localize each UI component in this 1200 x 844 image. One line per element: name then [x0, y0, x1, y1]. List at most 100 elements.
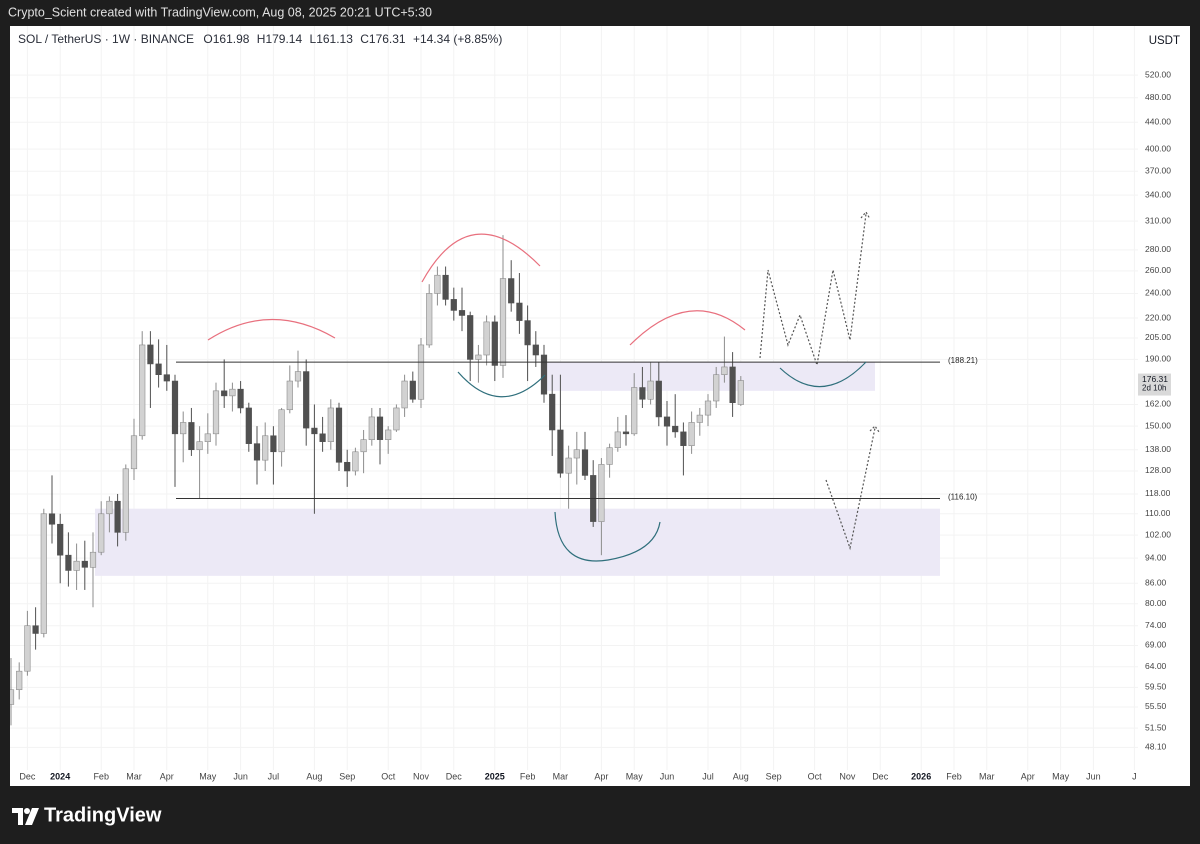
x-tick-label: Aug [306, 771, 322, 781]
candle-body [508, 278, 515, 304]
candle-body [647, 380, 654, 400]
y-tick-label: 150.00 [1145, 420, 1171, 430]
x-tick-label: Feb [946, 771, 962, 781]
candle-body [598, 464, 605, 522]
grid [10, 26, 1138, 770]
candle-body [672, 425, 679, 433]
zone [95, 508, 940, 576]
brand-logo [12, 808, 39, 825]
candle-body [98, 513, 105, 553]
annotations [207, 210, 880, 562]
candle-body [458, 310, 466, 316]
y-tick-label: 220.00 [1145, 312, 1171, 322]
x-tick-label: J [1132, 771, 1137, 781]
y-tick-label: 260.00 [1145, 265, 1171, 275]
candle-body [114, 500, 121, 533]
arc [207, 318, 336, 341]
candle-body [81, 560, 88, 568]
y-tick-label: 205.00 [1145, 332, 1171, 342]
y-tick-label: 102.00 [1145, 529, 1171, 539]
x-tick-label: Mar [979, 771, 995, 781]
y-tick-label: 74.00 [1145, 620, 1167, 630]
symbol-line: SOL / TetherUS · 1W · BINANCE O161.98 H1… [18, 32, 502, 46]
x-tick-label: Apr [594, 771, 608, 781]
symbol: SOL / TetherUS · 1W · BINANCE [18, 32, 194, 46]
candle-body [171, 380, 179, 435]
x-tick-label: Oct [381, 771, 396, 781]
chart-area [10, 26, 1190, 786]
candle-body [57, 523, 64, 556]
candle-body [393, 407, 400, 431]
attribution: Crypto_Scient created with TradingView.c… [8, 5, 432, 19]
candles [10, 235, 744, 726]
candle-body [622, 431, 630, 435]
x-tick-label: Sep [339, 771, 355, 781]
candle-body [688, 422, 695, 446]
x-tick-label: 2024 [50, 771, 70, 781]
candle-body [467, 315, 474, 360]
x-tick-label: Nov [413, 771, 430, 781]
candle-body [122, 468, 129, 533]
candle-body [614, 431, 621, 448]
price-tag [1138, 373, 1171, 396]
candle-body [729, 366, 736, 404]
candle-body [631, 387, 638, 435]
candle-body [352, 451, 359, 472]
ohlc-label: O [203, 32, 212, 46]
candle-body [426, 293, 433, 346]
candle-body [475, 354, 482, 360]
candle-body [139, 344, 146, 437]
ohlc-label: H [257, 32, 266, 46]
y-tick-label: 190.00 [1145, 354, 1171, 364]
logo-mark [24, 808, 30, 814]
candle-body [32, 625, 39, 634]
candle-body [417, 344, 425, 400]
candle-body [73, 560, 80, 571]
y-tick-label: 59.50 [1145, 682, 1167, 692]
candle-body [434, 274, 441, 294]
candle-body [524, 320, 531, 346]
x-tick-label: Dec [446, 771, 463, 781]
y-tick-label: 64.00 [1145, 661, 1167, 671]
candle-body [376, 416, 384, 440]
candle-body [221, 390, 228, 397]
arc [779, 361, 867, 388]
x-tick-label: Jun [1086, 771, 1101, 781]
ohlc-label: C [360, 32, 369, 46]
high-value: 179.14 [265, 32, 302, 46]
projection-path [825, 427, 876, 551]
y-tick-label: 94.00 [1145, 552, 1167, 562]
y-tick-label: 240.00 [1145, 288, 1171, 298]
arc [421, 233, 541, 283]
x-tick-label: Apr [160, 771, 174, 781]
candle-body [278, 409, 285, 453]
x-tick-label: May [1052, 771, 1070, 781]
x-tick-label: Jul [702, 771, 714, 781]
candle-body [573, 449, 580, 459]
candle-body [401, 380, 408, 409]
overlays: 520.00 480.00 440.00 400.00 370.00 340.00 310.… [19, 69, 1171, 781]
candle-body [499, 278, 507, 366]
x-tick-label: Jul [268, 771, 280, 781]
x-tick-label: Mar [553, 771, 569, 781]
logo-mark [25, 808, 39, 825]
candle-body [639, 387, 646, 400]
candle-body [65, 554, 72, 571]
candle-body [24, 625, 31, 672]
logo-mark [12, 808, 23, 825]
candle-body [130, 435, 138, 470]
y-tick-label: 128.00 [1145, 465, 1171, 475]
candle-body [155, 363, 162, 375]
candle-body [385, 429, 392, 440]
arc [457, 371, 546, 398]
candle-body [713, 374, 720, 402]
candle-body [319, 433, 326, 442]
arrow-head [860, 210, 871, 220]
y-tick-label: 80.00 [1145, 598, 1167, 608]
candle-body [565, 457, 572, 474]
y-tick-label: 69.00 [1145, 640, 1167, 650]
x-tick-label: Jun [233, 771, 248, 781]
candle-body [581, 449, 589, 476]
y-tick-label: 440.00 [1145, 117, 1171, 127]
